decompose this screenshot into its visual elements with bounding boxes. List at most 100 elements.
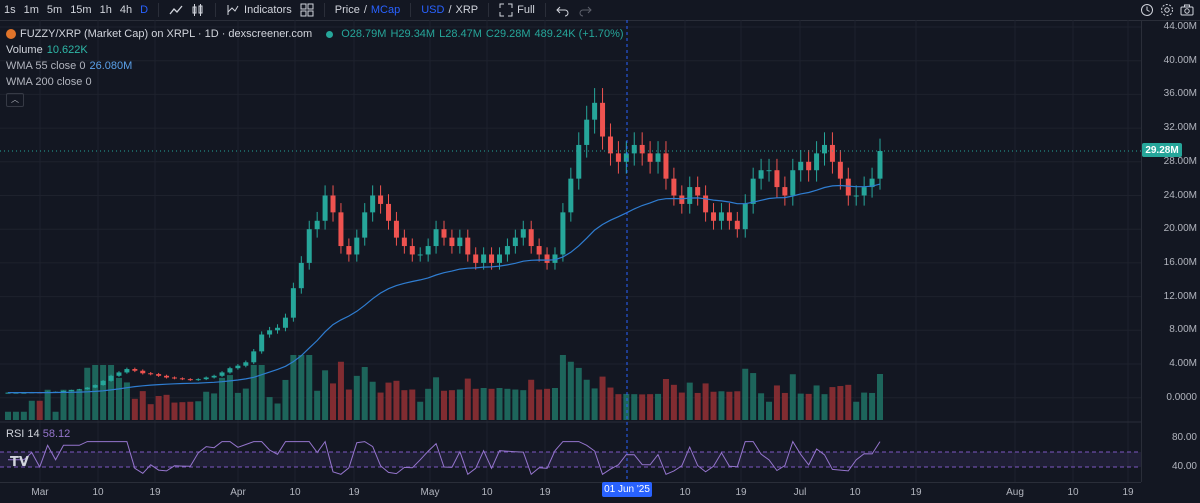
undo-button[interactable] (552, 3, 574, 17)
xrp-option[interactable]: XRP (455, 4, 479, 16)
token-logo-icon (6, 29, 16, 39)
candle-body (84, 387, 90, 390)
wma200-row[interactable]: WMA 200 close 0 (6, 74, 624, 90)
volume-bar (203, 391, 210, 420)
chevron-up-icon: ︿ (11, 95, 19, 104)
volume-bar (655, 393, 662, 420)
rsi-band (0, 452, 1141, 467)
price-chart[interactable] (0, 0, 1141, 482)
volume-bar (345, 389, 352, 420)
tradingview-logo-icon[interactable]: TV (10, 455, 29, 470)
timeframe-1m[interactable]: 1m (23, 4, 39, 16)
indicators-button[interactable]: Indicators (222, 3, 296, 17)
rsi-legend[interactable]: RSI 14 58.12 (6, 428, 70, 440)
rsi-axis-label: 80.00 (1171, 432, 1197, 443)
volume-bar (84, 367, 91, 420)
volume-bar (773, 385, 780, 420)
candles-icon (192, 4, 203, 16)
candle-body (235, 365, 241, 369)
timeframe-5m[interactable]: 5m (46, 4, 63, 16)
candle-body (92, 385, 98, 388)
time-axis-label: 19 (348, 487, 360, 498)
volume-bar (504, 388, 511, 420)
candle-body (275, 327, 281, 331)
candle-body (766, 170, 772, 172)
settings-gear-icon[interactable] (1160, 3, 1174, 17)
alert-clock-icon[interactable] (1140, 3, 1154, 17)
volume-bar (639, 394, 646, 420)
volume-bar (710, 391, 717, 420)
ohlc-high: H29.34M (390, 28, 436, 40)
price-axis-label: 28.00M (1163, 155, 1197, 167)
candle-body (187, 379, 193, 381)
volume-bar (821, 394, 828, 420)
candle-body (814, 153, 820, 171)
price-axis[interactable]: 44.00M 40.00M 36.00M 32.00M 28.00M 24.00M 20.0… (1141, 20, 1200, 482)
wma55-row[interactable]: WMA 55 close 0 26.080M (6, 58, 624, 74)
volume-bar (298, 355, 305, 420)
currency-toggle[interactable]: USD / XRP (417, 4, 482, 16)
price-option[interactable]: Price (334, 4, 360, 16)
candle-body (378, 195, 384, 204)
volume-bar (726, 391, 733, 420)
volume-bar (559, 355, 566, 420)
timeframe-4h[interactable]: 4h (119, 4, 133, 16)
candle-body (520, 229, 526, 238)
volume-bar (528, 379, 535, 420)
volume-bar (853, 401, 860, 420)
chart-type-button[interactable] (165, 3, 187, 17)
mcap-option[interactable]: MCap (370, 4, 401, 16)
volume-bar (274, 403, 281, 420)
candle-body (528, 229, 534, 247)
candle-body (409, 246, 415, 255)
candle-body (227, 368, 233, 373)
volume-bar (480, 388, 487, 420)
candle-body (164, 375, 170, 378)
volume-bar (226, 375, 233, 420)
rsi-value: 58.12 (42, 428, 71, 440)
collapse-legend-button[interactable]: ︿ (6, 93, 24, 107)
volume-bar (401, 390, 408, 420)
candle-type-button[interactable] (187, 3, 209, 17)
candle-body (639, 144, 645, 154)
screenshot-camera-icon[interactable] (1180, 3, 1194, 17)
volume-bar (28, 400, 35, 420)
candle-body (711, 212, 717, 221)
fullscreen-button[interactable]: Full (495, 3, 539, 17)
candle-body (243, 362, 249, 366)
timeframe-1h[interactable]: 1h (99, 4, 112, 16)
volume-bar (536, 389, 543, 420)
volume-bar (591, 388, 598, 420)
price-mcap-toggle[interactable]: Price / MCap (331, 4, 404, 16)
candle-body (140, 370, 146, 374)
time-axis[interactable]: Mar 10 19 Apr 10 19 May 10 19 10 19 Jul 10 19 Aug 10 19 (0, 482, 1141, 503)
candle-body (703, 195, 709, 213)
time-axis-label: 10 (679, 487, 691, 498)
top-toolbar: 1s 1m 5m 15m 1h 4h D Indicators Price / MCap U… (0, 0, 1200, 21)
undo-icon (556, 6, 569, 17)
timeframe-1s[interactable]: 1s (4, 4, 16, 16)
redo-button[interactable] (574, 3, 596, 17)
indicators-label: Indicators (244, 4, 292, 16)
layout-button[interactable] (296, 3, 318, 17)
candle-body (671, 178, 677, 196)
volume-bar (330, 383, 337, 420)
price-axis-label: 12.00M (1163, 290, 1197, 302)
time-axis-label: 10 (1067, 487, 1079, 498)
volume-bar (583, 379, 590, 420)
volume-row[interactable]: Volume 10.622K (6, 42, 624, 58)
chart-legend: FUZZY/XRP (Market Cap) on XRPL · 1D · de… (6, 26, 624, 107)
volume-bar (520, 390, 527, 420)
candle-body (219, 372, 225, 376)
time-axis-label: Mar (31, 487, 49, 498)
timeframe-15m[interactable]: 15m (70, 4, 92, 16)
toolbar-divider (544, 3, 546, 17)
volume-bar (115, 377, 122, 420)
volume-bar (417, 401, 424, 420)
candle-body (734, 220, 740, 230)
candle-body (68, 390, 74, 392)
usd-option[interactable]: USD (421, 4, 445, 16)
timeframe-D[interactable]: D (140, 4, 149, 16)
candle-body (750, 178, 756, 204)
redo-icon (579, 6, 592, 17)
